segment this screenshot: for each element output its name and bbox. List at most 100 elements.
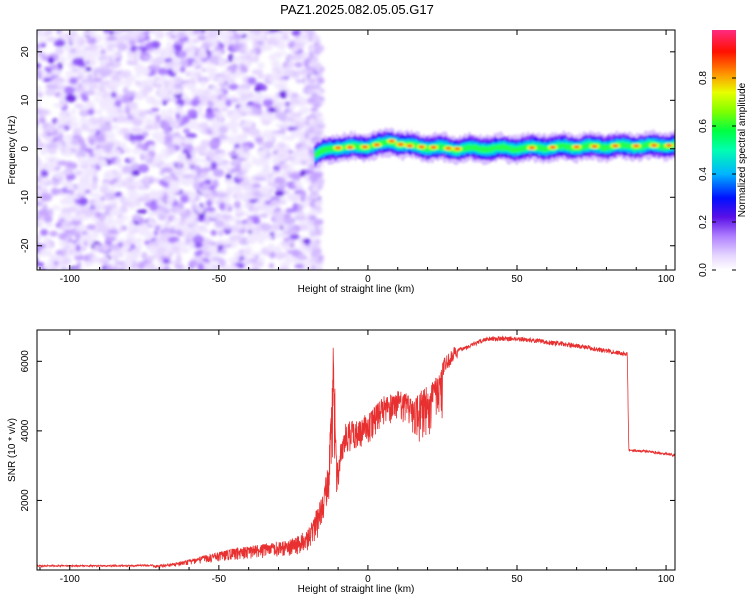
noise-blob <box>133 162 139 168</box>
noise-blob <box>239 93 250 101</box>
noise-blob <box>191 123 201 130</box>
noise-blob <box>84 148 94 153</box>
noise-blob <box>48 88 55 93</box>
noise-blob <box>260 248 272 255</box>
noise-blob <box>74 232 81 240</box>
noise-blob <box>254 176 266 182</box>
noise-blob <box>207 245 219 254</box>
noise-blob <box>211 257 224 262</box>
noise-blob <box>116 50 122 59</box>
snr-x-ticks: -100 -50 0 50 100 <box>39 330 675 585</box>
noise-blob <box>86 36 95 45</box>
noise-blob <box>201 183 209 192</box>
noise-blob <box>307 88 316 96</box>
noise-blob <box>231 184 243 194</box>
noise-blob <box>120 34 132 42</box>
noise-blob <box>76 67 87 73</box>
noise-blob <box>189 70 197 79</box>
noise-blob <box>278 90 289 99</box>
noise-blob <box>73 128 80 134</box>
signal-hotspot-peak <box>592 145 597 148</box>
noise-blob <box>37 68 42 74</box>
noise-blob <box>271 70 277 76</box>
noise-blob <box>271 169 282 175</box>
noise-blob <box>251 228 258 237</box>
noise-blob <box>145 42 154 50</box>
noise-blob <box>114 99 122 108</box>
signal-hotspot-peak <box>419 145 424 148</box>
noise-blob <box>182 174 194 179</box>
noise-blob <box>85 100 94 106</box>
noise-blob <box>110 243 119 251</box>
noise-blob <box>210 229 217 236</box>
noise-blob <box>95 122 101 131</box>
y-tick-label-spec: 10 <box>20 94 31 106</box>
noise-blob <box>268 53 276 61</box>
noise-blob <box>212 126 220 136</box>
noise-blob <box>298 224 309 231</box>
noise-blob <box>255 48 261 56</box>
noise-blob <box>98 44 105 50</box>
noise-blob <box>226 179 234 186</box>
noise-blob <box>248 91 254 100</box>
noise-blob <box>314 50 319 56</box>
noise-blob <box>39 116 46 124</box>
noise-blob <box>109 125 120 130</box>
noise-blob <box>37 219 46 224</box>
noise-blob <box>170 88 183 95</box>
noise-blob <box>217 59 227 67</box>
noise-blob <box>144 109 154 115</box>
noise-blob <box>108 105 119 111</box>
signal-hotspot-peak <box>398 143 403 146</box>
noise-blob <box>231 241 237 249</box>
noise-blob <box>31 23 38 29</box>
noise-blob <box>125 91 137 97</box>
noise-blob <box>77 137 85 145</box>
noise-blob <box>79 213 86 219</box>
noise-blob <box>163 115 174 122</box>
noise-blob <box>204 66 217 72</box>
noise-blob <box>109 148 122 156</box>
noise-blob <box>40 192 53 202</box>
noise-blob <box>59 178 66 186</box>
noise-blob <box>120 105 126 113</box>
noise-blob <box>123 132 131 140</box>
noise-blob <box>286 38 293 43</box>
noise-blob <box>314 129 324 135</box>
noise-blob <box>179 66 186 73</box>
noise-blob <box>148 144 157 151</box>
noise-blob <box>185 133 197 139</box>
noise-blob <box>228 83 239 91</box>
noise-blob <box>235 149 242 155</box>
noise-blob <box>308 163 317 170</box>
noise-blob <box>130 127 141 132</box>
noise-blob <box>160 255 172 261</box>
noise-blob <box>290 249 301 257</box>
noise-blob <box>294 179 302 188</box>
noise-blob <box>309 51 314 57</box>
spectrogram-x-label: Height of straight line (km) <box>298 284 415 295</box>
x-tick-label-spec: -100 <box>60 274 80 285</box>
noise-blob <box>166 197 175 205</box>
noise-blob <box>110 262 117 268</box>
noise-blob <box>157 76 167 82</box>
noise-blob <box>300 144 312 150</box>
noise-blob <box>192 165 201 171</box>
noise-blob <box>172 64 181 74</box>
noise-blob <box>197 60 204 67</box>
noise-blob <box>107 112 118 118</box>
noise-blob <box>103 30 111 34</box>
noise-blob <box>212 119 225 128</box>
noise-blob <box>204 112 217 120</box>
noise-blob <box>229 73 238 80</box>
noise-blob <box>285 116 291 122</box>
noise-blob <box>282 223 289 232</box>
noise-blob <box>297 121 305 130</box>
noise-blob <box>311 248 320 257</box>
noise-blob <box>133 134 145 141</box>
noise-blob <box>212 168 225 178</box>
noise-blob <box>210 98 218 103</box>
noise-blob <box>49 230 58 237</box>
noise-blob <box>135 243 143 250</box>
noise-blob <box>262 272 272 276</box>
